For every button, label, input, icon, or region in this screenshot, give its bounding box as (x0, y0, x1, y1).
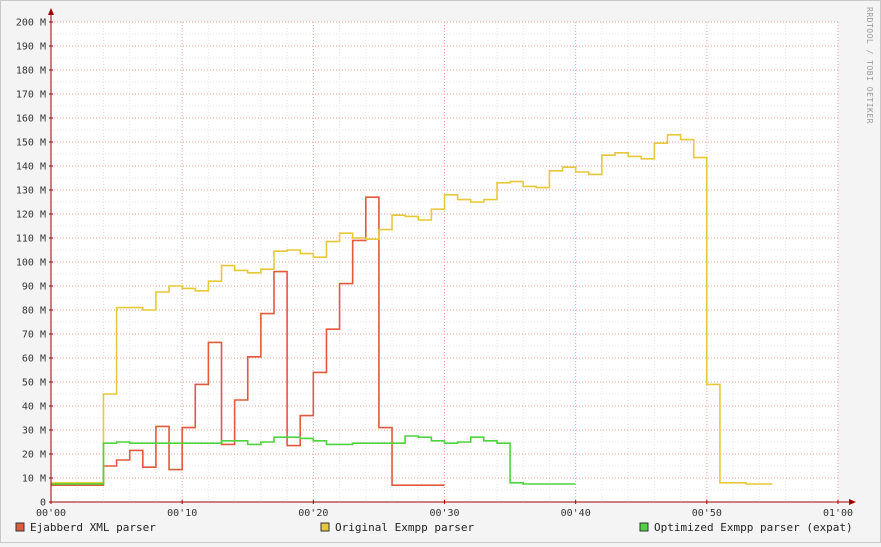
x-tick-label: 00'20 (298, 508, 328, 519)
y-tick-label: 120 M (16, 210, 46, 221)
watermark: RRDTOOL / TOBI OETIKER (865, 7, 874, 124)
series-line-2 (51, 134, 773, 485)
y-tick-label: 90 M (22, 282, 46, 293)
x-tick-label: 00'00 (36, 508, 66, 519)
legend-label-2: Original Exmpp parser (335, 521, 474, 534)
axes (48, 8, 856, 505)
y-tick-label: 0 (40, 498, 46, 509)
y-tick-label: 80 M (22, 306, 46, 317)
x-axis-labels: 00'00 00'10 00'20 00'30 00'40 00'50 01'00 (36, 508, 853, 519)
y-tick-label: 10 M (22, 474, 46, 485)
y-tick-label: 170 M (16, 90, 46, 101)
y-tick-label: 180 M (16, 66, 46, 77)
legend-swatch-3 (639, 522, 649, 532)
y-tick-label: 140 M (16, 162, 46, 173)
legend-swatch-2 (320, 522, 330, 532)
x-tick-label: 00'30 (429, 508, 459, 519)
legend: Ejabberd XML parser Original Exmpp parser… (15, 521, 853, 534)
y-axis-arrow (48, 8, 54, 15)
y-tick-label: 130 M (16, 186, 46, 197)
y-tick-label: 70 M (22, 330, 46, 341)
x-tick-label: 00'10 (167, 508, 197, 519)
y-tick-label: 30 M (22, 426, 46, 437)
series-line-1 (51, 196, 445, 486)
x-axis-arrow (849, 499, 856, 505)
x-tick-label: 00'40 (561, 508, 591, 519)
y-tick-label: 190 M (16, 42, 46, 53)
y-tick-label: 60 M (22, 354, 46, 365)
series-layer (51, 134, 773, 486)
y-tick-label: 160 M (16, 114, 46, 125)
y-tick-label: 100 M (16, 258, 46, 269)
x-tick-label: 01'00 (823, 508, 853, 519)
legend-label-1: Ejabberd XML parser (30, 521, 156, 534)
series-line-3 (51, 435, 576, 485)
legend-swatch-1 (15, 522, 25, 532)
y-tick-label: 200 M (16, 18, 46, 29)
y-tick-label: 40 M (22, 402, 46, 413)
y-tick-label: 110 M (16, 234, 46, 245)
y-axis-labels: 0 10 M 20 M 30 M 40 M 50 M 60 M 70 M 80 M 90 M 100… (16, 18, 46, 509)
y-tick-label: 150 M (16, 138, 46, 149)
y-tick-label: 50 M (22, 378, 46, 389)
legend-label-3: Optimized Exmpp parser (expat) (654, 521, 853, 534)
x-tick-label: 00'50 (692, 508, 722, 519)
y-tick-label: 20 M (22, 450, 46, 461)
